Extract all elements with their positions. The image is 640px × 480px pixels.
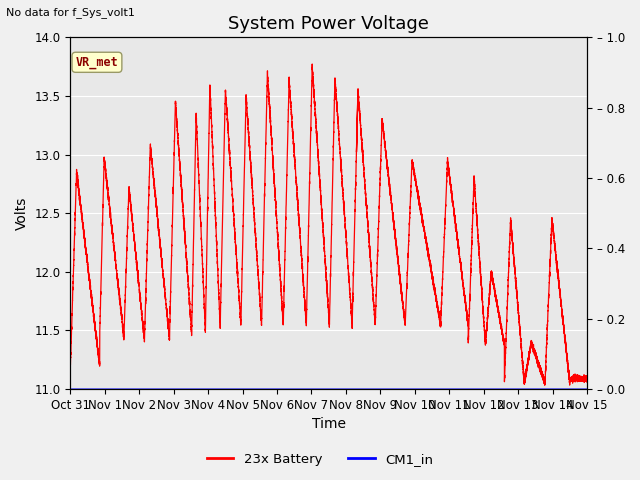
Text: VR_met: VR_met (76, 56, 118, 69)
X-axis label: Time: Time (312, 418, 346, 432)
Text: No data for f_Sys_volt1: No data for f_Sys_volt1 (6, 7, 135, 18)
Y-axis label: Volts: Volts (15, 196, 29, 230)
Legend: 23x Battery, CM1_in: 23x Battery, CM1_in (202, 447, 438, 471)
Title: System Power Voltage: System Power Voltage (228, 15, 429, 33)
